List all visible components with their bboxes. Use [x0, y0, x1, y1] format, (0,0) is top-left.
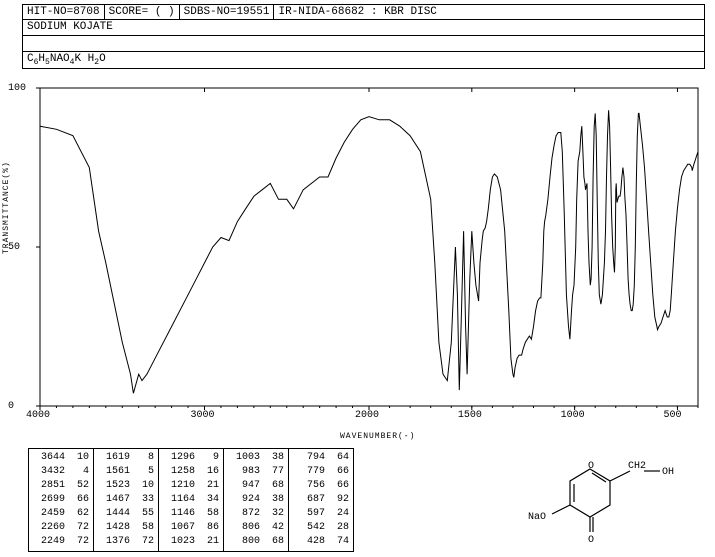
peak-row: 34324 [33, 465, 89, 479]
peak-column: 1296912581612102111643411465810678610232… [159, 449, 224, 551]
x-tick-label: 500 [663, 410, 681, 421]
peak-row: 54228 [293, 521, 349, 535]
peak-row: 75666 [293, 479, 349, 493]
x-tick-label: 2000 [355, 410, 379, 421]
peak-row: 285152 [33, 479, 89, 493]
y-axis-label: TRANSMITTANCE(%) [2, 161, 11, 254]
x-tick-label: 1500 [458, 410, 482, 421]
peak-row: 146733 [98, 493, 154, 507]
peak-row: 77966 [293, 465, 349, 479]
y-tick-label: 0 [8, 401, 14, 412]
peak-row: 116434 [163, 493, 219, 507]
peak-row: 87232 [228, 507, 284, 521]
molecule-structure: O O NaO CH2 OH [510, 454, 680, 544]
header-row: HIT-NO=8708 SCORE= ( ) SDBS-NO=19551 IR-… [22, 4, 705, 20]
peak-row: 152310 [98, 479, 154, 493]
ir-spectrum-chart [22, 84, 702, 424]
peak-row: 59724 [293, 507, 349, 521]
oh-label: OH [662, 467, 674, 478]
peak-row: 114658 [163, 507, 219, 521]
peak-row: 68792 [293, 493, 349, 507]
peak-row: 121021 [163, 479, 219, 493]
score: SCORE= ( ) [105, 5, 180, 19]
peak-table: 3644103432428515226996624596222607222497… [28, 448, 354, 552]
ch2-label: CH2 [628, 461, 646, 472]
peak-row: 144455 [98, 507, 154, 521]
x-tick-label: 4000 [26, 410, 50, 421]
ketone-o-label: O [588, 535, 594, 544]
peak-row: 226072 [33, 521, 89, 535]
peak-row: 80642 [228, 521, 284, 535]
peak-row: 100338 [228, 451, 284, 465]
peak-row: 15615 [98, 465, 154, 479]
peak-row: 94768 [228, 479, 284, 493]
x-axis-label: WAVENUMBER(-) [340, 432, 415, 441]
peak-row: 98377 [228, 465, 284, 479]
peak-row: 142858 [98, 521, 154, 535]
peak-row: 16198 [98, 451, 154, 465]
peak-table-area: 3644103432428515226996624596222607222497… [28, 448, 354, 552]
peak-row: 364410 [33, 451, 89, 465]
peak-row: 92438 [228, 493, 284, 507]
peak-row: 106786 [163, 521, 219, 535]
formula: C6H5NAO4K H2O [22, 52, 705, 69]
sdbs-no: SDBS-NO=19551 [180, 5, 275, 19]
peak-column: 100338983779476892438872328064280068 [224, 449, 289, 551]
hit-no: HIT-NO=8708 [23, 5, 105, 19]
compound-name: SODIUM KOJATE [22, 20, 705, 36]
peak-row: 42874 [293, 535, 349, 549]
peak-row: 137672 [98, 535, 154, 549]
x-tick-label: 1000 [561, 410, 585, 421]
peak-row: 224972 [33, 535, 89, 549]
peak-row: 12969 [163, 451, 219, 465]
blank-row-1 [22, 36, 705, 52]
x-tick-label: 3000 [191, 410, 215, 421]
y-tick-label: 100 [8, 83, 26, 94]
method: IR-NIDA-68682 : KBR DISC [274, 5, 704, 19]
peak-column: 79464779667566668792597245422842874 [289, 449, 353, 551]
peak-row: 102321 [163, 535, 219, 549]
peak-column: 3644103432428515226996624596222607222497… [29, 449, 94, 551]
peak-row: 245962 [33, 507, 89, 521]
peak-row: 80068 [228, 535, 284, 549]
peak-column: 1619815615152310146733144455142858137672 [94, 449, 159, 551]
ring-o-label: O [588, 461, 594, 472]
peak-row: 125816 [163, 465, 219, 479]
nao-label: NaO [528, 512, 546, 523]
peak-row: 269966 [33, 493, 89, 507]
peak-row: 79464 [293, 451, 349, 465]
y-tick-label: 50 [8, 242, 20, 253]
